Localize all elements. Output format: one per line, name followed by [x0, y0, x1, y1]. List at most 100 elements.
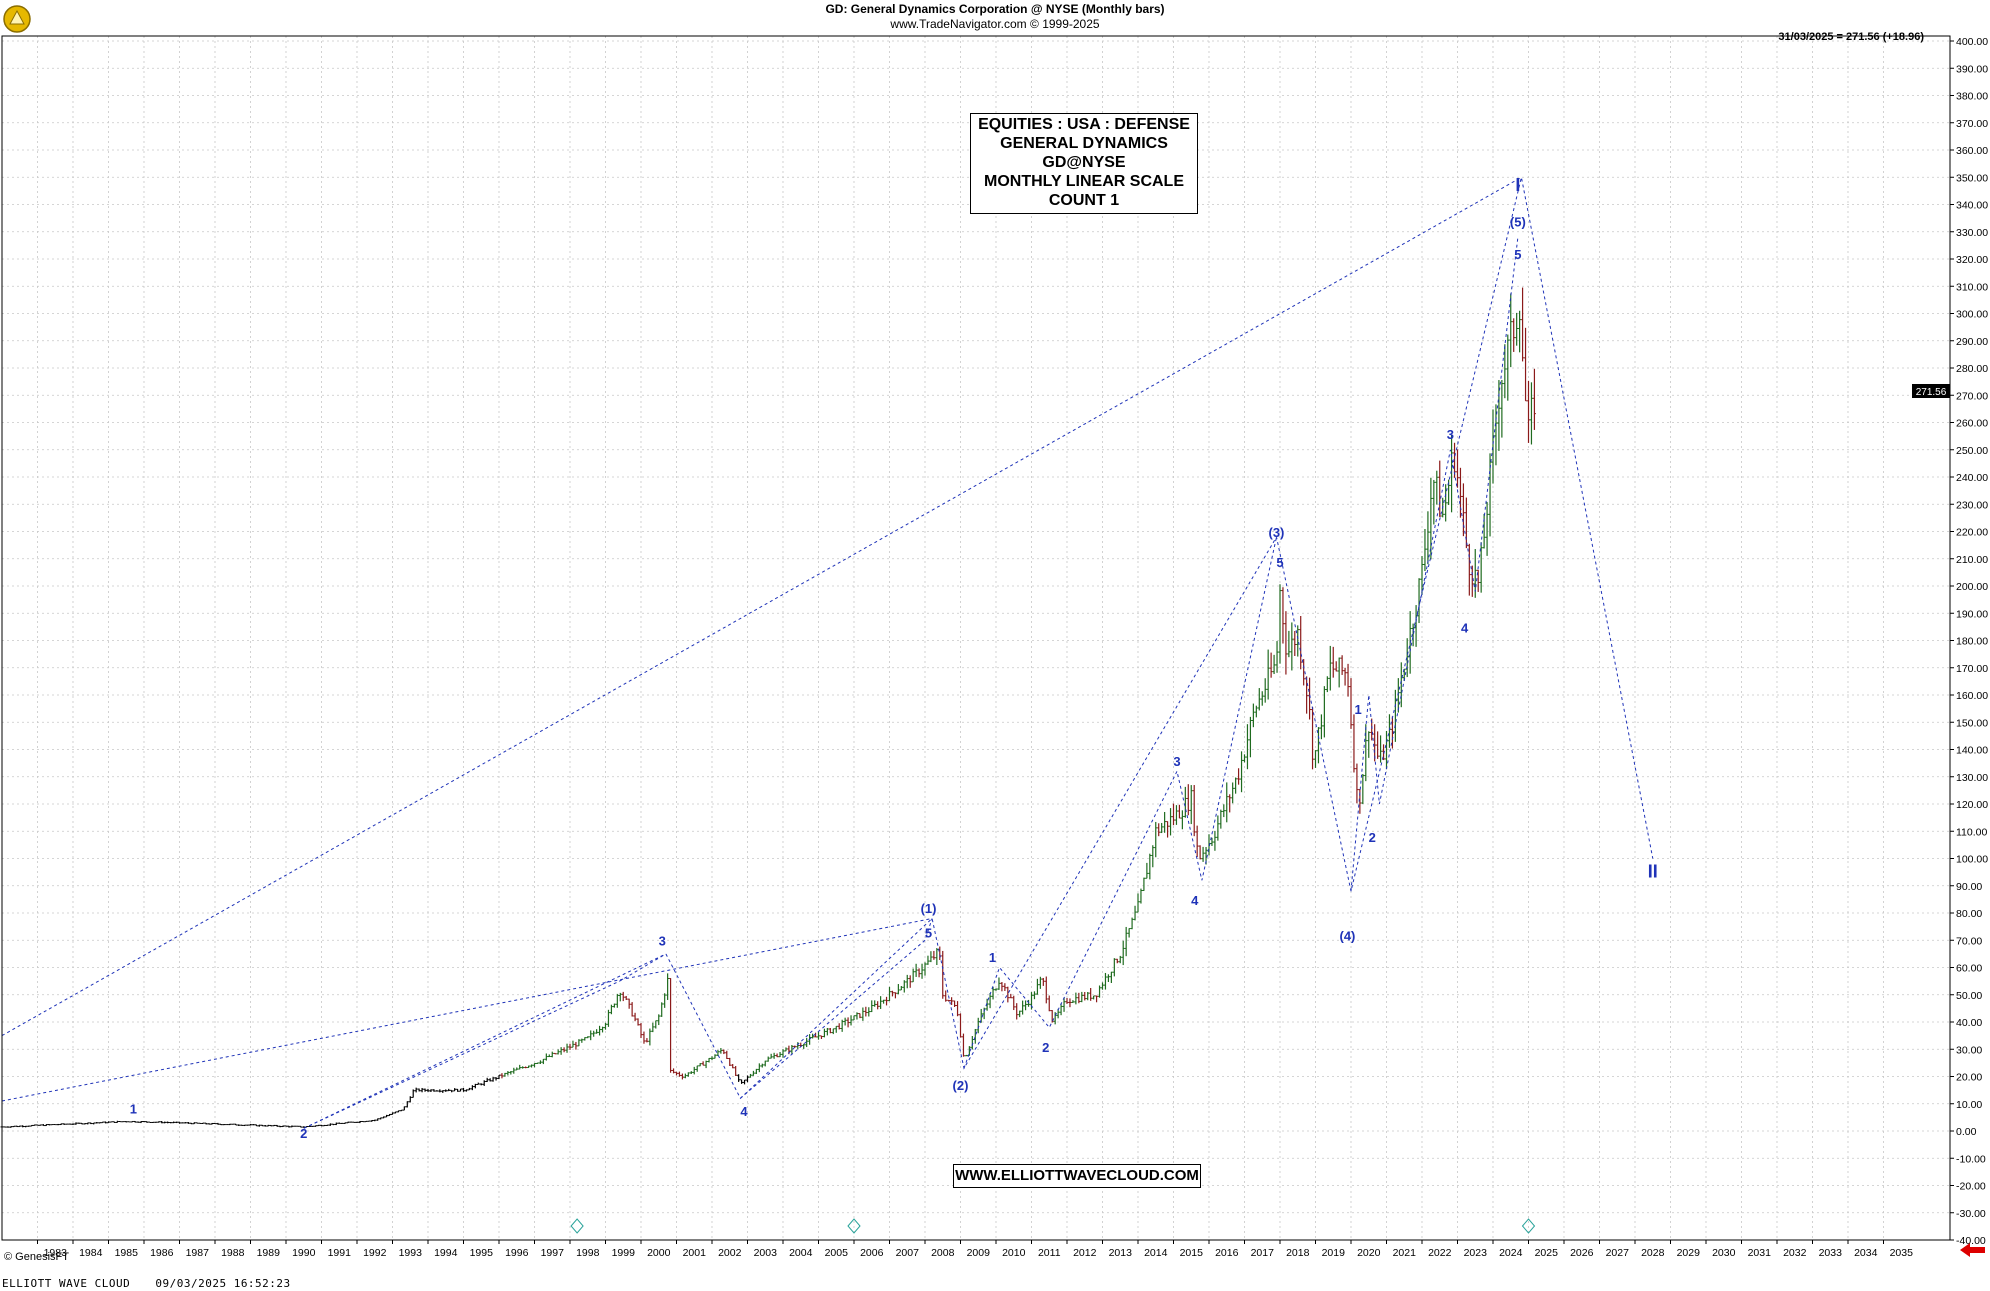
x-tick-label: 2027	[1606, 1247, 1630, 1259]
y-tick-label: 110.00	[1956, 826, 1987, 838]
y-tick-label: 200.00	[1956, 581, 1988, 593]
x-tick-label: 2007	[896, 1247, 920, 1259]
wave-label: 4	[740, 1104, 748, 1119]
x-tick-label: 2029	[1677, 1247, 1701, 1259]
y-tick-label: 260.00	[1956, 418, 1988, 430]
y-tick-label: 370.00	[1956, 118, 1988, 130]
y-tick-label: -20.00	[1956, 1181, 1986, 1193]
x-tick-label: 2003	[754, 1247, 778, 1259]
x-tick-label: 1988	[221, 1247, 245, 1259]
x-tick-label: 2000	[647, 1247, 671, 1259]
wave-label: 1	[130, 1101, 137, 1116]
x-tick-label: 1984	[79, 1247, 103, 1259]
info-line: MONTHLY LINEAR SCALE	[983, 173, 1184, 190]
y-tick-label: 210.00	[1956, 554, 1988, 566]
y-tick-label: 290.00	[1956, 336, 1988, 348]
y-tick-label: 30.00	[1956, 1044, 1982, 1056]
x-tick-label: 2011	[1038, 1247, 1061, 1259]
x-tick-label: 2005	[825, 1247, 849, 1259]
x-tick-label: 2001	[683, 1247, 707, 1259]
x-tick-label: 2035	[1890, 1247, 1914, 1259]
y-tick-label: 70.00	[1956, 935, 1982, 947]
y-tick-label: -10.00	[1956, 1153, 1986, 1165]
x-tick-label: 1993	[399, 1247, 423, 1259]
y-tick-label: 80.00	[1956, 908, 1982, 920]
y-tick-label: 220.00	[1956, 527, 1988, 539]
cycle-marker-icon	[570, 1218, 584, 1234]
cycle-marker-icon	[847, 1218, 861, 1234]
wave-line	[303, 177, 1654, 1129]
x-tick-label: 1989	[257, 1247, 281, 1259]
y-tick-label: -40.00	[1956, 1235, 1986, 1247]
x-tick-label: 2018	[1286, 1247, 1310, 1259]
x-tick-label: 1987	[186, 1247, 210, 1259]
wave-line	[1, 918, 933, 1102]
wave-label: 3	[1447, 427, 1454, 442]
y-tick-label: 160.00	[1956, 690, 1988, 702]
chart-title: GD: General Dynamics Corporation @ NYSE …	[825, 2, 1165, 16]
plot-frame	[1, 35, 1951, 1241]
y-tick-label: 250.00	[1956, 445, 1988, 457]
wave-label: 3	[1173, 754, 1180, 769]
y-tick-label: 120.00	[1956, 799, 1988, 811]
x-tick-label: 2033	[1819, 1247, 1843, 1259]
wave-label: 4	[1191, 893, 1199, 908]
x-tick-label: 2023	[1464, 1247, 1488, 1259]
url-box: WWW.ELLIOTTWAVECLOUD.COM	[953, 1164, 1201, 1188]
wave-line	[303, 953, 667, 1129]
x-tick-label: 1992	[363, 1247, 387, 1259]
info-box: EQUITIES : USA : DEFENSE GENERAL DYNAMIC…	[970, 113, 1198, 214]
y-tick-label: 190.00	[1956, 608, 1988, 620]
axes: -40.00 -30.00 -20.00 -10.00 0.00 10.00 20.00 30…	[1, 35, 1988, 1259]
x-tick-label: 2010	[1002, 1247, 1026, 1259]
wave-lines	[1, 176, 1654, 1129]
x-tick-label: 2015	[1180, 1247, 1204, 1259]
x-tick-label: 2012	[1073, 1247, 1097, 1259]
wave-label: 5	[1514, 247, 1521, 262]
wave-label: (1)	[921, 901, 937, 916]
y-tick-label: 170.00	[1956, 663, 1988, 675]
wave-line	[1350, 237, 1519, 892]
y-tick-label: 150.00	[1956, 717, 1988, 729]
x-tick-label: 2013	[1109, 1247, 1133, 1259]
copyright: © GenesisFT	[4, 1251, 69, 1263]
price-marker	[1912, 383, 1950, 398]
wave-line	[740, 918, 933, 1099]
x-tick-label: 2034	[1854, 1247, 1878, 1259]
logo-icon	[3, 5, 31, 33]
y-tick-label: -30.00	[1956, 1208, 1986, 1220]
y-tick-label: 360.00	[1956, 145, 1988, 157]
last-bar-readout: 31/03/2025 = 271.56 (+18.96)	[1778, 31, 1924, 43]
x-tick-label: 2019	[1322, 1247, 1346, 1259]
x-tick-label: 2006	[860, 1247, 884, 1259]
price-marker-label: 271.56	[1916, 387, 1947, 398]
x-tick-label: 2030	[1712, 1247, 1736, 1259]
cycle-marker-icon	[1521, 1218, 1536, 1234]
wave-label: 4	[1461, 620, 1469, 635]
y-tick-label: 180.00	[1956, 636, 1988, 648]
y-tick-label: 320.00	[1956, 254, 1988, 266]
x-tick-label: 1986	[150, 1247, 174, 1259]
x-tick-label: 2025	[1535, 1247, 1559, 1259]
wave-label: (4)	[1340, 928, 1356, 943]
x-tick-label: 1995	[470, 1247, 494, 1259]
y-tick-label: 140.00	[1956, 745, 1988, 757]
wave-label: I	[1515, 175, 1520, 195]
y-tick-label: 230.00	[1956, 499, 1988, 511]
x-tick-label: 2009	[967, 1247, 991, 1259]
info-line: EQUITIES : USA : DEFENSE	[978, 116, 1190, 133]
info-line: GD@NYSE	[1042, 154, 1126, 171]
wave-label: 3	[659, 934, 666, 949]
y-tick-label: 350.00	[1956, 172, 1988, 184]
wave-label: 2	[1369, 830, 1376, 845]
y-tick-label: 400.00	[1956, 36, 1988, 48]
x-tick-label: 1997	[541, 1247, 565, 1259]
y-tick-label: 310.00	[1956, 281, 1988, 293]
x-tick-label: 1996	[505, 1247, 529, 1259]
x-tick-label: 2020	[1357, 1247, 1381, 1259]
y-tick-label: 10.00	[1956, 1099, 1982, 1111]
y-tick-label: 0.00	[1956, 1126, 1977, 1138]
x-tick-label: 1999	[612, 1247, 636, 1259]
